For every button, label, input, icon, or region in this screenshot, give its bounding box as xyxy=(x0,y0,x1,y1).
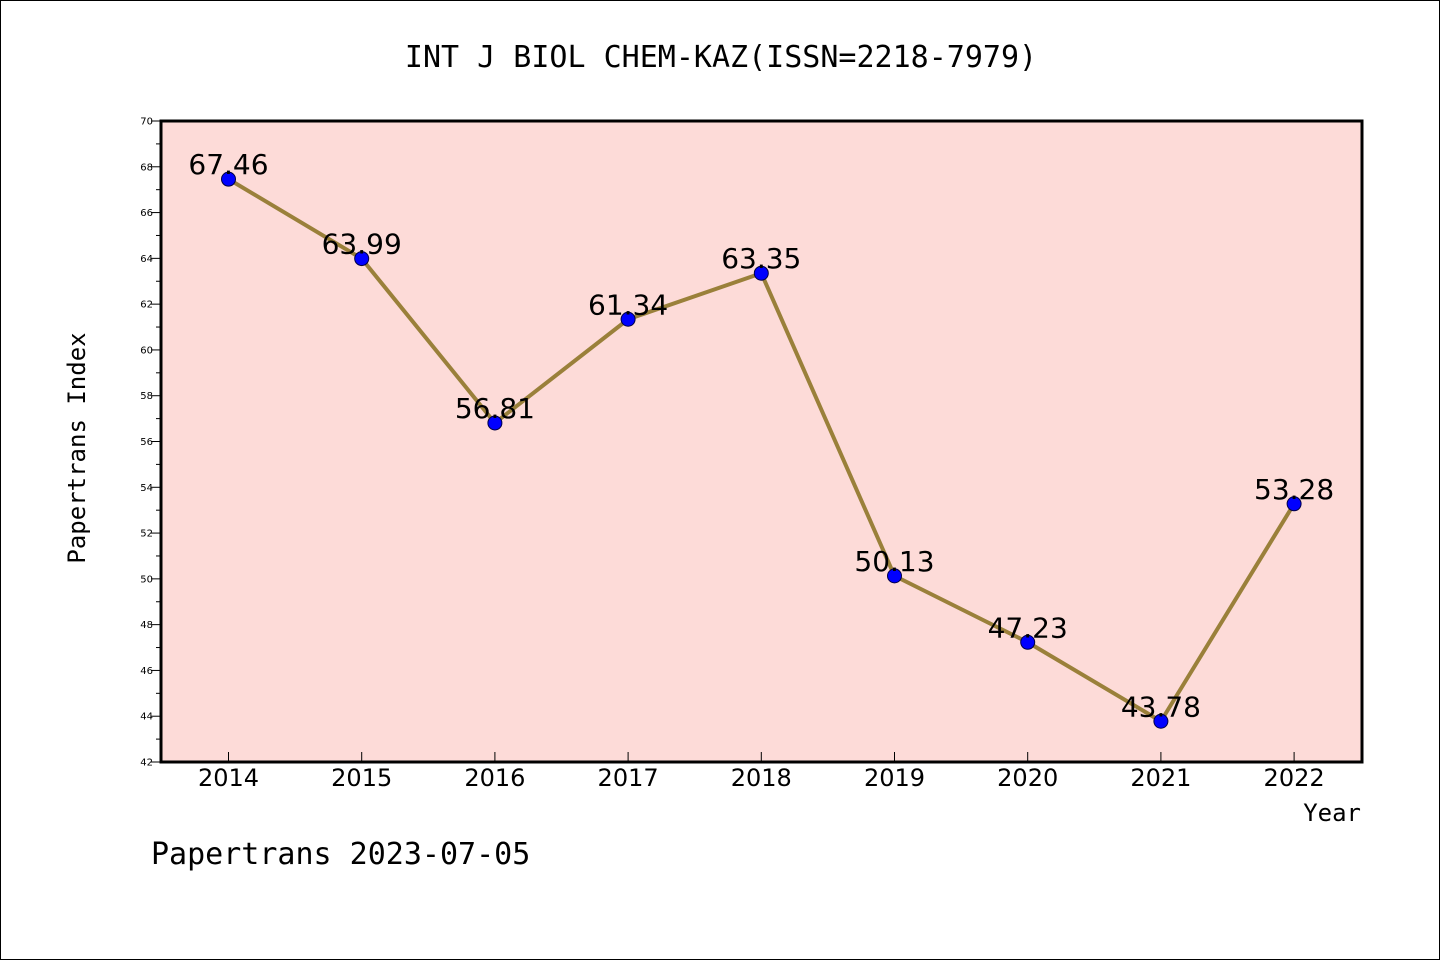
y-tick-label: 44 xyxy=(140,712,153,723)
y-tick-label: 56 xyxy=(140,437,153,448)
x-tick-label: 2021 xyxy=(1130,764,1191,792)
x-tick-label: 2014 xyxy=(198,764,259,792)
y-tick-label: 68 xyxy=(140,162,153,173)
x-tick-label: 2017 xyxy=(598,764,659,792)
data-label: 50.13 xyxy=(854,545,934,578)
data-label: 43.78 xyxy=(1121,690,1201,723)
y-tick-label: 48 xyxy=(140,620,153,631)
data-label: 61.34 xyxy=(588,288,668,321)
x-tick-label: 2020 xyxy=(997,764,1058,792)
x-tick-label: 2019 xyxy=(864,764,925,792)
y-axis: 42 44 46 48 50 52 54 56 58 60 62 64 66 68 70 xyxy=(140,117,161,769)
y-axis-label: Papertrans Index xyxy=(63,332,91,563)
y-tick-label: 50 xyxy=(140,574,153,585)
x-tick-label: 2018 xyxy=(731,764,792,792)
y-tick-label: 66 xyxy=(140,208,153,219)
y-tick-label: 60 xyxy=(140,345,153,356)
y-tick-label: 52 xyxy=(140,529,153,540)
y-tick-label: 64 xyxy=(140,254,153,265)
data-point xyxy=(221,171,236,187)
x-tick-label: 2022 xyxy=(1264,764,1325,792)
x-tick-label: 2016 xyxy=(464,764,525,792)
data-point xyxy=(354,251,370,267)
plot-area xyxy=(159,119,1364,764)
x-axis-label: Year xyxy=(1303,799,1361,827)
y-tick-label: 62 xyxy=(140,300,153,311)
data-label: 63.99 xyxy=(322,228,402,261)
data-label: 63.35 xyxy=(721,242,801,275)
y-tick-label: 46 xyxy=(140,666,153,677)
chart-title: INT J BIOL CHEM-KAZ(ISSN=2218-7979) xyxy=(405,40,1037,75)
footer-date: Papertrans 2023-07-05 xyxy=(151,837,530,872)
data-point xyxy=(1020,634,1036,650)
y-tick-label: 42 xyxy=(140,758,153,769)
y-tick-label: 70 xyxy=(140,117,153,128)
data-point xyxy=(753,265,769,281)
data-labels: 67.46 63.99 56.81 61.34 63.35 50.13 47.23 43.78… xyxy=(188,148,1334,723)
x-tick-label: 2015 xyxy=(331,764,392,792)
data-label: 56.81 xyxy=(455,392,535,425)
data-point xyxy=(620,311,636,327)
y-tick-label: 58 xyxy=(140,391,153,402)
data-point xyxy=(487,415,503,431)
data-point xyxy=(887,568,902,584)
series-markers xyxy=(221,171,1302,729)
y-tick-label: 54 xyxy=(140,483,153,494)
x-axis: 2014 2015 2016 2017 2018 2019 2020 2021 2022 xyxy=(198,752,1325,792)
data-point xyxy=(1153,713,1169,729)
data-point xyxy=(1286,496,1302,512)
data-label: 67.46 xyxy=(188,148,268,181)
data-label: 47.23 xyxy=(988,611,1068,644)
data-label: 53.28 xyxy=(1254,473,1334,506)
